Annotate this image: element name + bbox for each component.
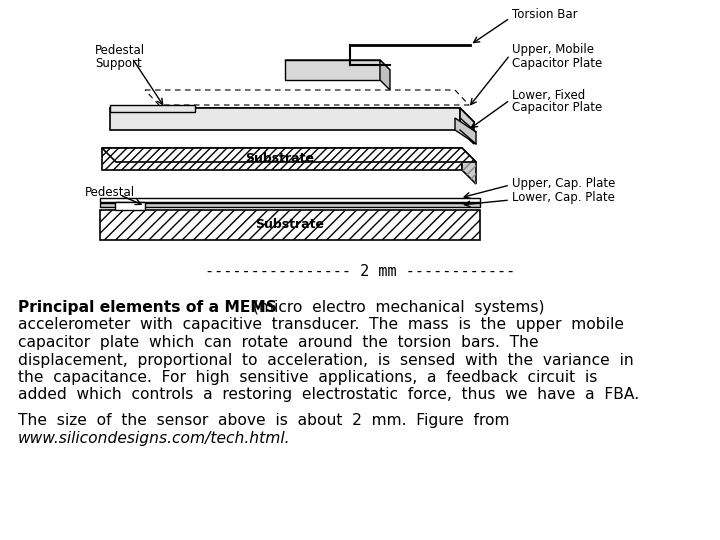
Polygon shape: [462, 148, 476, 184]
Text: Principal elements of a MEMS: Principal elements of a MEMS: [18, 300, 277, 315]
Text: Torsion Bar: Torsion Bar: [512, 9, 577, 22]
Text: (micro  electro  mechanical  systems): (micro electro mechanical systems): [248, 300, 544, 315]
Polygon shape: [285, 60, 390, 70]
Text: The  size  of  the  sensor  above  is  about  2  mm.  Figure  from: The size of the sensor above is about 2 …: [18, 413, 510, 428]
Text: Capacitor Plate: Capacitor Plate: [512, 102, 602, 114]
FancyBboxPatch shape: [100, 198, 480, 202]
Text: Pedestal: Pedestal: [85, 186, 135, 199]
Polygon shape: [110, 108, 460, 130]
FancyBboxPatch shape: [115, 202, 145, 210]
Polygon shape: [110, 108, 474, 122]
Text: Upper, Cap. Plate: Upper, Cap. Plate: [512, 177, 616, 190]
Text: displacement,  proportional  to  acceleration,  is  sensed  with  the  variance : displacement, proportional to accelerati…: [18, 353, 634, 368]
Polygon shape: [285, 60, 380, 80]
Text: Capacitor Plate: Capacitor Plate: [512, 57, 602, 70]
Text: Substrate: Substrate: [246, 152, 315, 165]
Text: accelerometer  with  capacitive  transducer.  The  mass  is  the  upper  mobile: accelerometer with capacitive transducer…: [18, 318, 624, 333]
Polygon shape: [455, 118, 476, 144]
Text: added  which  controls  a  restoring  electrostatic  force,  thus  we  have  a  : added which controls a restoring electro…: [18, 388, 639, 402]
Text: capacitor  plate  which  can  rotate  around  the  torsion  bars.  The: capacitor plate which can rotate around …: [18, 335, 539, 350]
Text: Lower, Cap. Plate: Lower, Cap. Plate: [512, 192, 615, 205]
Polygon shape: [102, 148, 462, 170]
Text: Upper, Mobile: Upper, Mobile: [512, 44, 594, 57]
FancyBboxPatch shape: [100, 203, 480, 207]
Text: Lower, Fixed: Lower, Fixed: [512, 89, 585, 102]
Polygon shape: [460, 108, 474, 144]
Text: Pedestal: Pedestal: [95, 44, 145, 57]
Text: www.silicondesigns.com/tech.html.: www.silicondesigns.com/tech.html.: [18, 430, 290, 445]
Polygon shape: [100, 210, 480, 240]
Polygon shape: [102, 148, 476, 162]
Polygon shape: [110, 105, 195, 112]
Polygon shape: [380, 60, 390, 90]
Text: ---------------- 2 mm ------------: ---------------- 2 mm ------------: [205, 265, 515, 280]
Text: the  capacitance.  For  high  sensitive  applications,  a  feedback  circuit  is: the capacitance. For high sensitive appl…: [18, 370, 598, 385]
Text: Substrate: Substrate: [256, 219, 325, 232]
Text: Support: Support: [95, 57, 142, 70]
